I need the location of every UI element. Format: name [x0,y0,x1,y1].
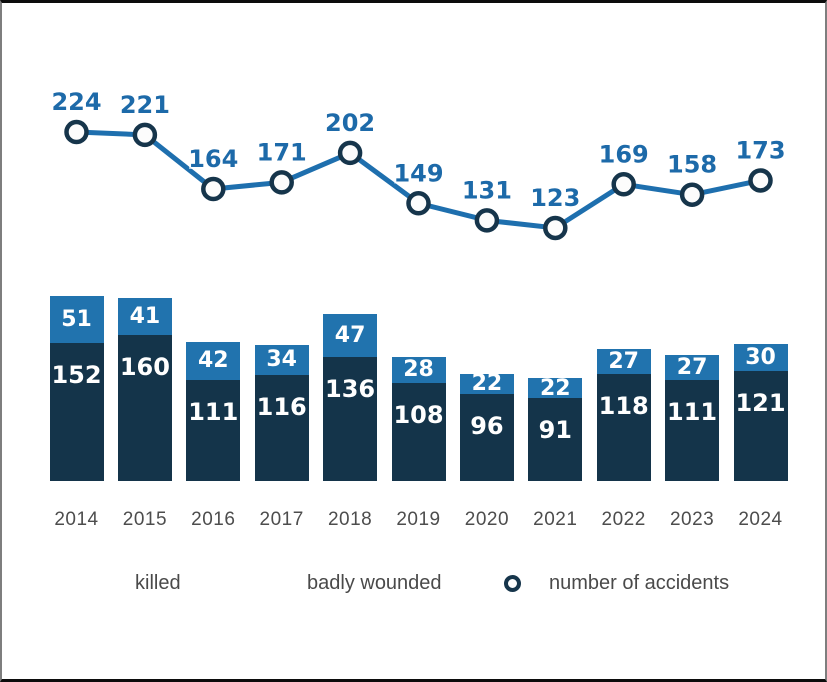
legend-item-badly-wounded: badly wounded [252,566,442,600]
x-axis-label-year: 2015 [122,509,168,530]
accidents-value-label: 221 [120,91,170,119]
accidents-value-label: 131 [462,176,512,204]
line-marker-2022 [611,172,636,197]
accidents-value-label: 123 [530,184,580,212]
line-marker-2018 [337,140,363,166]
badly-wounded-value-label: 30 [745,344,776,370]
badly-wounded-value-label: 27 [676,355,708,381]
x-axis-label-year: 2018 [327,509,373,530]
killed-value-label: 118 [598,391,649,420]
accidents-value-label: 158 [667,151,717,179]
line-marker-2015 [132,122,158,148]
killed-value-label: 91 [538,416,572,445]
bar-badly-wounded-2018: 47 [323,314,378,358]
badly-wounded-value-label: 22 [539,375,571,401]
accidents-value-label: 202 [325,109,375,137]
badly-wounded-value-label: 34 [266,347,297,373]
legend-label-killed: killed [135,571,181,594]
x-axis-label-year: 2019 [396,509,441,530]
line-marker-2019 [406,191,431,216]
legend-item-accidents: number of accidents [504,566,729,600]
line-marker-2016 [201,176,226,202]
accidents-value-label: 224 [51,88,101,116]
bar-badly-wounded-2023: 27 [665,355,720,381]
bar-killed-2021: 91 [528,398,583,481]
bar-badly-wounded-2020: 22 [459,371,514,397]
legend-label-accidents: number of accidents [549,571,730,594]
bar-badly-wounded-2015: 41 [117,298,172,336]
line-marker-2020 [474,208,500,233]
killed-value-label: 96 [470,411,504,440]
x-axis-label-year: 2014 [54,509,99,530]
badly-wounded-value-label: 51 [61,306,92,332]
line-marker-2021 [543,215,568,241]
x-axis-label-year: 2020 [464,509,510,530]
badly-wounded-value-label: 28 [403,357,434,383]
bar-badly-wounded-2024: 30 [733,343,788,371]
bar-killed-2015: 160 [117,335,172,481]
killed-value-label: 116 [256,393,307,422]
line-marker-2014 [64,119,89,145]
bar-badly-wounded-2022: 27 [596,348,651,374]
accidents-value-label: 164 [188,145,238,173]
bar-badly-wounded-2016: 42 [186,341,241,380]
killed-swatch [82,567,112,599]
killed-value-label: 108 [393,400,444,429]
killed-value-label: 111 [188,397,239,426]
killed-value-label: 111 [667,397,718,426]
x-axis-label-year: 2024 [738,509,783,530]
accidents-value-label: 169 [599,140,649,168]
accidents-value-label: 173 [735,136,785,164]
x-axis-label-year: 2022 [601,509,646,530]
killed-value-label: 152 [51,360,102,389]
accidents-line-chart: 224 221 164 171 202 149 131 123 169 158 173 [49,86,788,241]
badly-wounded-value-label: 41 [129,304,161,330]
bar-killed-2014: 152 [49,342,104,481]
accidents-value-label: 171 [257,138,307,166]
x-axis-label-year: 2017 [259,509,304,530]
legend-label-badly-wounded: badly wounded [307,571,442,594]
line-marker-2023 [679,182,705,207]
bar-badly-wounded-2019: 28 [391,357,446,383]
bar-killed-2020: 96 [459,393,514,481]
badly-wounded-value-label: 42 [197,348,229,374]
killed-value-label: 121 [735,388,786,417]
bar-killed-2019: 108 [391,382,446,481]
badly-wounded-swatch [252,567,282,599]
bar-badly-wounded-2014: 51 [49,296,104,343]
bar-killed-2016: 111 [186,379,241,481]
badly-wounded-value-label: 22 [471,371,503,397]
line-marker-2024 [748,168,773,193]
killed-value-label: 160 [119,353,170,382]
badly-wounded-value-label: 47 [334,323,366,349]
bar-killed-2017: 116 [254,375,309,481]
x-axis-label-year: 2021 [533,509,578,530]
bar-killed-2024: 121 [733,370,788,481]
bar-killed-2018: 136 [323,357,378,481]
killed-value-label: 136 [325,375,376,404]
bar-badly-wounded-2017: 34 [254,344,309,376]
legend-item-killed: killed [82,566,181,600]
bar-killed-2022: 118 [596,373,651,481]
open-circle-marker-icon [504,574,521,592]
badly-wounded-value-label: 27 [608,348,639,374]
line-marker-2017 [269,170,294,195]
accidents-value-label: 149 [393,159,443,187]
bar-badly-wounded-2021: 22 [528,375,583,401]
bar-killed-2023: 111 [665,379,720,481]
x-axis-label-year: 2016 [191,509,236,530]
x-axis-label-year: 2023 [669,509,715,530]
